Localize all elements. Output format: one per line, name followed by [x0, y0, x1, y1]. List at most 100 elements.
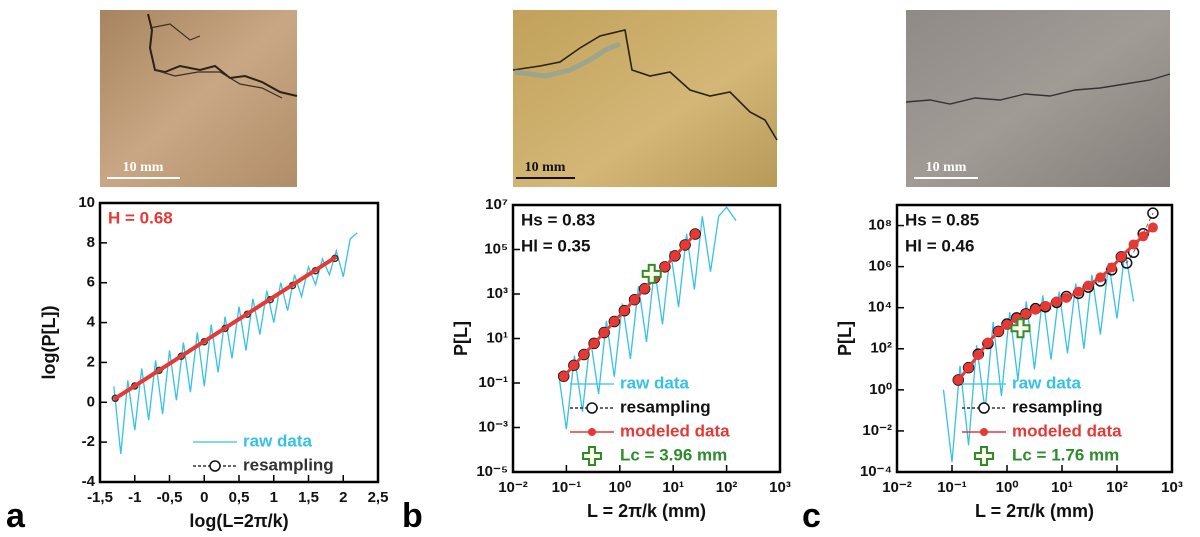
legend-label: Lc = 1.76 mm: [1012, 445, 1119, 464]
legend-label: raw data: [620, 373, 690, 392]
legend-swatch: [586, 402, 598, 414]
y-tick-label: 10⁻⁴: [860, 463, 892, 480]
x-tick-label: 10¹: [1051, 479, 1073, 496]
scale-bar-label: 10 mm: [926, 160, 967, 175]
x-tick-label: 10⁻¹: [552, 479, 582, 496]
annotation: Hs = 0.85: [905, 210, 979, 229]
y-tick-label: 0: [87, 393, 95, 410]
series-line: [957, 212, 1154, 381]
lc-marker: [582, 446, 602, 466]
scale-bar-label: 10 mm: [525, 160, 566, 175]
lc-marker: [974, 446, 994, 466]
y-tick-label: 8: [87, 234, 95, 251]
panel-label: b: [402, 497, 423, 535]
modeled-point: [1002, 319, 1012, 330]
modeled-point: [589, 338, 600, 349]
lc-marker: [641, 263, 662, 284]
x-tick-label: 0,5: [229, 489, 250, 506]
legend-label: modeled data: [1012, 421, 1122, 440]
legend-swatch: [980, 428, 988, 436]
y-axis-label: log(P[L]): [39, 306, 59, 380]
legend-label: raw data: [243, 431, 313, 450]
y-tick-label: 10¹: [486, 329, 508, 346]
photo-a: [100, 10, 298, 187]
y-tick-label: 10⁻²: [862, 422, 892, 439]
modeled-point: [639, 283, 650, 294]
plot-frame: [98, 201, 380, 484]
modeled-point: [993, 326, 1004, 337]
modeled-point: [599, 327, 610, 338]
x-axis-label: L = 2π/k (mm): [587, 501, 706, 521]
plot: -1,5 -1 -0,5 0 0,5 1 1,5 2 2,5 -4 -2 0 2 4 6 8 10 log(L=2…: [39, 194, 389, 531]
legend-label: resampling: [243, 455, 334, 474]
modeled-point: [1030, 304, 1041, 315]
modeled-point: [1147, 222, 1158, 233]
modeled-point: [1073, 286, 1084, 297]
x-tick-label: 10⁻¹: [937, 479, 967, 496]
x-tick-label: 10²: [1106, 479, 1128, 496]
legend-label: resampling: [620, 397, 711, 416]
y-tick-label: 10: [78, 194, 95, 211]
x-tick-label: -1,5: [87, 489, 113, 506]
series-group: [111, 232, 358, 455]
plot-frame: [895, 203, 1174, 474]
modeled-point: [1128, 239, 1139, 250]
modeled-point: [1083, 280, 1094, 291]
modeled-point: [1061, 292, 1072, 303]
x-tick-label: 10⁻²: [498, 479, 528, 496]
x-tick-label: 10³: [1161, 479, 1183, 496]
x-tick-label: 10⁻²: [882, 479, 912, 496]
y-tick-label: 10³: [486, 285, 508, 302]
annotation: H = 0.68: [108, 208, 173, 227]
photo-c: [905, 10, 1171, 187]
legend-swatch: [209, 460, 221, 472]
modeled-point: [669, 250, 680, 261]
y-tick-label: 10⁷: [485, 196, 508, 213]
modeled-point: [659, 261, 670, 272]
plot: 10⁻² 10⁻¹ 10⁰ 10¹ 10² 10³10⁻⁴10⁻²10⁰10²10⁴10⁶…: [835, 203, 1183, 521]
x-axis-label: L = 2π/k (mm): [975, 501, 1094, 521]
y-tick-label: 6: [87, 274, 95, 291]
x-tick-label: 2: [339, 489, 347, 506]
legend-swatch: [588, 428, 596, 436]
y-tick-label: -2: [82, 433, 95, 450]
photo-b: [512, 10, 778, 187]
modeled-point: [680, 239, 691, 250]
series-group: [942, 207, 1159, 463]
annotation: Hl = 0.35: [521, 236, 590, 255]
modeled-point: [963, 362, 974, 373]
modeled-point: [1106, 262, 1117, 273]
resampling-point: [1120, 257, 1133, 269]
modeled-point: [1051, 296, 1062, 307]
y-axis-label: P[L]: [835, 321, 855, 356]
legend-label: raw data: [1012, 373, 1082, 392]
x-tick-label: 10⁰: [996, 479, 1019, 496]
y-tick-label: 10²: [870, 340, 892, 357]
x-tick-label: 0: [200, 489, 208, 506]
modeled-point: [619, 305, 630, 316]
modeled-point: [609, 316, 620, 327]
legend-swatch: [978, 402, 990, 414]
scale-bar-label: 10 mm: [123, 160, 164, 175]
series-line: [112, 255, 338, 401]
series-group: [557, 206, 737, 430]
modeled-point: [629, 294, 640, 305]
x-axis-label: log(L=2π/k): [189, 511, 288, 531]
modeled-point: [1138, 231, 1149, 242]
y-tick-label: 10⁶: [868, 258, 892, 275]
modeled-point: [1116, 251, 1127, 262]
modeled-point: [953, 375, 964, 386]
annotation: Hl = 0.46: [905, 236, 974, 255]
modeled-point: [982, 337, 993, 348]
modeled-point: [568, 360, 579, 371]
plot-frame: [511, 203, 782, 474]
y-tick-label: 4: [87, 314, 96, 331]
x-tick-label: 1,5: [298, 489, 319, 506]
modeled-point: [973, 349, 984, 360]
legend-label: modeled data: [620, 421, 730, 440]
modeled-point: [690, 229, 701, 240]
y-tick-label: 10⁻¹: [478, 374, 508, 391]
series-line: [113, 232, 358, 455]
x-tick-label: 2,5: [368, 489, 389, 506]
